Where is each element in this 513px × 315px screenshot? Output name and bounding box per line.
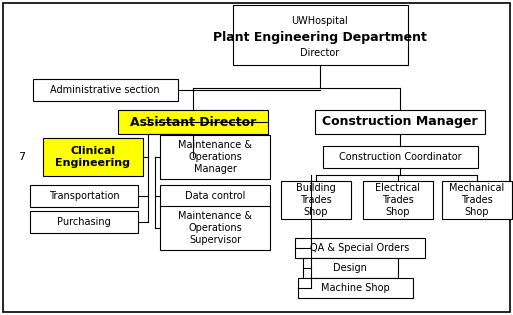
Text: Director: Director — [301, 48, 340, 58]
Text: 7: 7 — [18, 152, 26, 162]
Bar — [118, 110, 268, 134]
Text: Administrative section: Administrative section — [50, 85, 160, 95]
Text: Construction Coordinator: Construction Coordinator — [339, 152, 461, 162]
Text: Clinical
Engineering: Clinical Engineering — [55, 146, 130, 168]
Bar — [303, 258, 398, 278]
Text: Machine Shop: Machine Shop — [321, 283, 389, 293]
Text: 1: 1 — [145, 117, 151, 127]
Text: Construction Manager: Construction Manager — [322, 116, 478, 129]
Bar — [160, 135, 270, 179]
Bar — [160, 206, 270, 250]
Bar — [298, 278, 412, 298]
Bar — [232, 5, 407, 65]
Text: Data control: Data control — [185, 191, 245, 201]
Bar — [323, 146, 478, 168]
Text: Maintenance &
Operations
Supervisor: Maintenance & Operations Supervisor — [178, 211, 252, 245]
Text: Plant Engineering Department: Plant Engineering Department — [213, 31, 427, 43]
Text: Transportation: Transportation — [49, 191, 120, 201]
Bar — [43, 138, 143, 176]
Text: Mechanical
Trades
Shop: Mechanical Trades Shop — [449, 183, 505, 217]
Text: UWHospital: UWHospital — [291, 16, 348, 26]
Bar — [160, 185, 270, 207]
Text: Assistant Director: Assistant Director — [130, 116, 256, 129]
Text: Maintenance &
Operations
Manager: Maintenance & Operations Manager — [178, 140, 252, 174]
Bar — [442, 181, 512, 219]
Bar — [295, 238, 425, 258]
Bar — [363, 181, 433, 219]
Text: Design: Design — [333, 263, 367, 273]
Bar — [315, 110, 485, 134]
Text: Electrical
Trades
Shop: Electrical Trades Shop — [376, 183, 421, 217]
Text: QA & Special Orders: QA & Special Orders — [310, 243, 409, 253]
Text: Building
Trades
Shop: Building Trades Shop — [296, 183, 336, 217]
Bar — [281, 181, 351, 219]
Bar — [30, 211, 138, 233]
Bar — [32, 79, 177, 101]
Text: Purchasing: Purchasing — [57, 217, 111, 227]
Bar — [30, 185, 138, 207]
